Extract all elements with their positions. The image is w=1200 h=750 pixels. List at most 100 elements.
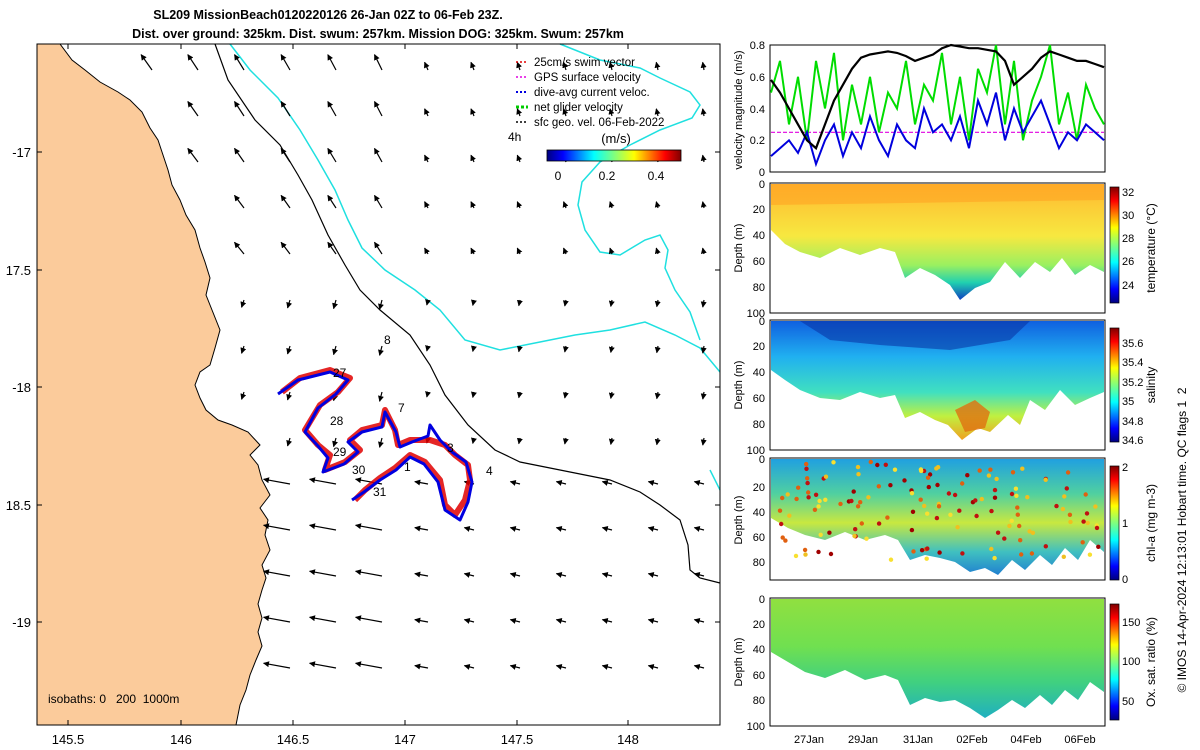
current-vector-arrow — [555, 663, 567, 670]
current-vector-arrow — [654, 345, 661, 354]
chl-sample-dot — [1054, 503, 1059, 509]
current-vector-arrow — [234, 147, 245, 163]
current-vector-arrow — [562, 108, 569, 117]
chl-sample-dot — [793, 553, 799, 559]
current-vector-arrow — [693, 571, 705, 578]
current-vector-arrow — [309, 477, 337, 485]
current-vector-arrow — [327, 241, 337, 255]
chl-sample-dot — [1013, 486, 1019, 491]
chlorophyll-panel: 0 20 40 60 80 Depth (m) 0 1 2 chl-a (mg … — [733, 454, 1158, 586]
lon-tick-146: 146 — [170, 732, 192, 747]
current-vector-arrow — [187, 147, 199, 163]
current-vector-arrow — [470, 247, 477, 255]
chl-sample-dot — [858, 500, 863, 505]
chl-sample-dot — [777, 508, 783, 513]
chl-sample-dot — [864, 536, 869, 541]
current-vector-arrow — [373, 241, 383, 255]
current-vector-arrow — [700, 61, 707, 71]
chl-sample-dot — [957, 508, 962, 513]
chl-sample-dot — [995, 530, 1001, 535]
current-vector-arrow — [608, 247, 615, 255]
current-vector-arrow — [470, 108, 476, 117]
chl-sample-dot — [926, 484, 931, 490]
map-legend: 25cm/s swim vector GPS surface velocity … — [516, 57, 664, 129]
chl-sample-dot — [1068, 519, 1073, 525]
current-vector-arrow — [555, 525, 567, 532]
chl-sample-dot — [937, 550, 942, 555]
chl-sample-dot — [925, 511, 930, 516]
chl-ytick-2: 40 — [753, 507, 765, 519]
current-vector-arrow — [373, 100, 383, 117]
current-vector-arrow — [327, 147, 337, 163]
current-vector-arrow — [516, 299, 523, 307]
chl-sample-dot — [1019, 552, 1024, 557]
current-vector-arrow — [608, 61, 615, 71]
colorbar-tick-0: 0 — [555, 169, 562, 183]
current-vector-arrow — [187, 101, 199, 117]
current-vector-arrow — [373, 147, 383, 163]
chl-sample-dot — [805, 480, 810, 486]
track-label-3: 3 — [447, 441, 454, 455]
ox-cbar-tick-0: 50 — [1122, 696, 1134, 708]
current-vector-arrow — [700, 108, 707, 117]
current-vector-arrow — [414, 663, 429, 670]
chl-sample-dot — [918, 497, 923, 502]
temperature-frame — [769, 182, 1106, 314]
sal-ytick-3: 60 — [753, 393, 765, 405]
current-vector-arrow — [693, 525, 705, 532]
chl-sample-dot — [855, 464, 861, 470]
current-vector-arrow — [355, 661, 383, 669]
current-vector-arrow — [240, 345, 247, 354]
temp-ytick-3: 60 — [753, 256, 765, 268]
chl-frame — [769, 457, 1106, 581]
chl-sample-dot — [1025, 495, 1030, 500]
chl-sample-dot — [785, 492, 790, 497]
chl-sample-dot — [883, 462, 888, 467]
chl-sample-dot — [868, 459, 873, 465]
current-vector-arrow — [280, 54, 291, 71]
current-vector-arrow — [555, 479, 567, 486]
chl-sample-dot — [989, 546, 994, 552]
current-vector-arrow — [309, 569, 337, 577]
current-vector-arrow — [516, 201, 523, 209]
current-vector-arrow — [463, 525, 475, 532]
salinity-field — [771, 321, 1104, 440]
ox-ytick-5: 100 — [747, 721, 765, 733]
current-vector-arrow — [654, 247, 661, 255]
velocity-series-sfc-geo-vel- — [770, 43, 1105, 151]
chl-ytick-0: 0 — [759, 454, 765, 466]
sal-ytick-0: 0 — [759, 316, 765, 328]
legend-sfc-geo: sfc geo. vel. 06-Feb-2022 — [534, 117, 664, 129]
velocity-series-net-glider-velocity — [770, 44, 1105, 141]
chl-sample-dot — [831, 460, 836, 465]
temp-ytick-5: 100 — [747, 308, 765, 320]
vel-ytick-2: 0.4 — [750, 104, 765, 116]
ox-cbar-tick-1: 100 — [1122, 656, 1140, 668]
chl-sample-dot — [856, 472, 861, 477]
isobath-note: isobaths: 0 200 1000m — [48, 692, 179, 706]
current-vector-arrow — [140, 54, 153, 71]
current-vector-arrow — [332, 345, 338, 356]
current-vector-arrow — [562, 247, 569, 255]
legend-swim-vector: 25cm/s swim vector — [534, 57, 635, 69]
track-label-7: 7 — [398, 401, 405, 415]
salinity-panel: 0 20 40 60 80 100 Depth (m) 34.6 34.8 35… — [733, 316, 1158, 457]
chl-sample-dot — [1007, 523, 1012, 529]
sal-cbar-tick-1: 34.8 — [1122, 416, 1143, 428]
current-vector-arrow — [470, 154, 476, 163]
current-vector-arrow — [608, 391, 615, 399]
current-vector-arrow — [187, 54, 199, 71]
sal-cbar-label: salinity — [1144, 367, 1158, 404]
sal-cbar-tick-0: 34.6 — [1122, 435, 1143, 447]
current-vector-arrow — [373, 54, 383, 71]
current-vector-arrow — [470, 201, 477, 209]
current-vector-arrow — [471, 345, 477, 352]
current-vector-arrow — [608, 345, 615, 353]
map-frame — [36, 43, 721, 726]
current-vector-arrow — [647, 479, 659, 486]
chl-sample-dot — [1060, 506, 1066, 512]
lon-tick-146-5: 146.5 — [277, 732, 310, 747]
current-vector-arrow — [647, 571, 659, 578]
current-vector-arrow — [425, 345, 431, 352]
